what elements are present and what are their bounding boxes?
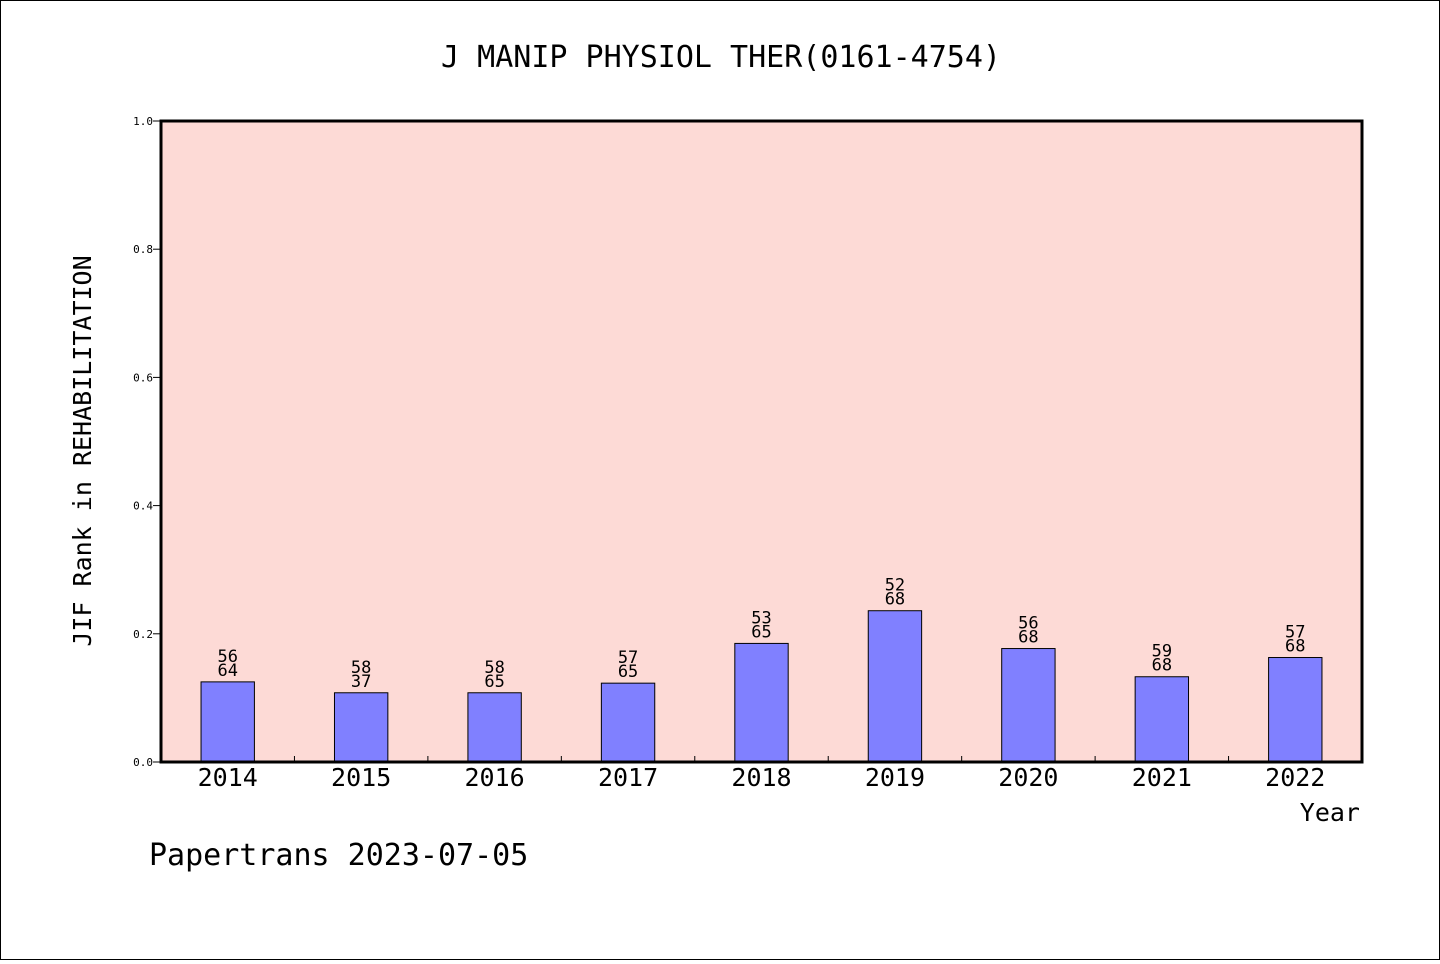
- y-tick-label: 0.6: [133, 371, 153, 384]
- y-tick-label: 1.0: [133, 115, 153, 128]
- bar-2019: [867, 610, 923, 763]
- footer-credit: Papertrans 2023-07-05: [149, 838, 528, 873]
- x-tick-label: 2020: [998, 763, 1058, 792]
- bar-label-top: 57: [618, 648, 638, 668]
- bar-label-bottom: 64: [217, 661, 237, 681]
- bar-2018: [734, 642, 789, 763]
- x-tick-label: 2014: [198, 763, 258, 792]
- y-axis: 0.0 0.2 0.4 0.6 0.8 1.0: [133, 115, 161, 769]
- y-tick-label: 0.4: [133, 500, 153, 513]
- bar-label-top: 58: [484, 658, 504, 678]
- bar-label-bottom: 68: [1018, 628, 1038, 648]
- bar-label-top: 59: [1152, 642, 1172, 662]
- bar-label-top: 58: [351, 658, 371, 678]
- bar-2014: [200, 681, 255, 763]
- bar-2020: [1001, 648, 1056, 763]
- bar-label-top: 57: [1285, 623, 1305, 643]
- bar-label-bottom: 65: [751, 622, 771, 642]
- plot-border: [159, 119, 1364, 764]
- x-axis: 2014 2015 2016 2017 2018 2019 2020 2021 2022: [198, 756, 1325, 792]
- bar-label-bottom: 65: [618, 662, 638, 682]
- bar-2016: [467, 692, 522, 763]
- bar-label-bottom: 65: [484, 672, 504, 692]
- bar-label-bottom: 68: [1285, 637, 1305, 657]
- y-axis-label: JIF Rank in REHABILITATION: [68, 255, 97, 646]
- bar-label-top: 56: [1018, 614, 1038, 634]
- y-tick-label: 0.2: [133, 628, 153, 641]
- bar-label-top: 53: [751, 608, 771, 628]
- x-tick-label: 2018: [731, 763, 791, 792]
- x-tick-label: 2017: [598, 763, 658, 792]
- x-tick-label: 2022: [1265, 763, 1325, 792]
- bars: [200, 610, 1323, 763]
- x-axis-label: Year: [1300, 798, 1360, 827]
- chart-title: J MANIP PHYSIOL THER(0161-4754): [441, 40, 1001, 75]
- x-tick-label: 2019: [865, 763, 925, 792]
- bar-label-bottom: 37: [351, 672, 371, 692]
- bar-label-bottom: 68: [885, 590, 905, 610]
- bar-label-bottom: 68: [1152, 656, 1172, 676]
- bar-label-top: 52: [885, 576, 905, 596]
- bar-2021: [1134, 676, 1190, 763]
- x-tick-label: 2021: [1132, 763, 1192, 792]
- y-tick-label: 0.0: [133, 756, 153, 769]
- x-tick-label: 2015: [331, 763, 391, 792]
- bar-2022: [1268, 657, 1323, 763]
- bar-label-top: 56: [217, 647, 237, 667]
- bar-2015: [333, 692, 389, 763]
- bar-2017: [600, 682, 656, 763]
- x-tick-label: 2016: [465, 763, 525, 792]
- y-tick-label: 0.8: [133, 243, 153, 256]
